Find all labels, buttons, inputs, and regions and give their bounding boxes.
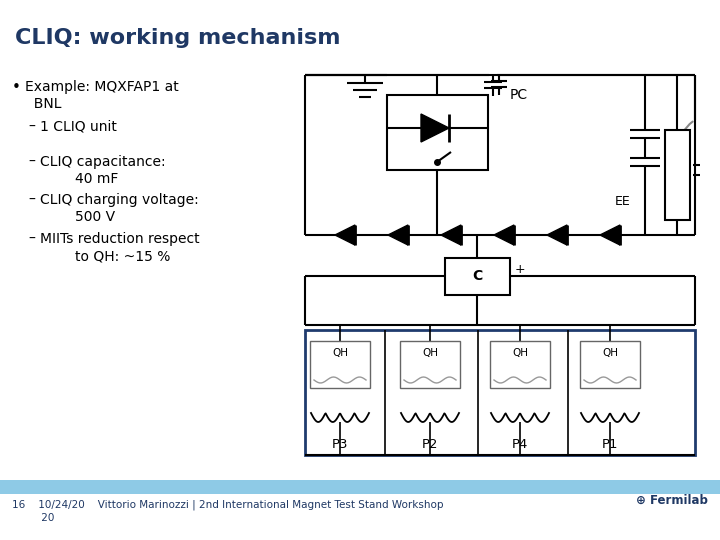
Text: EE: EE (615, 195, 631, 208)
Text: –: – (28, 155, 35, 169)
Text: –: – (28, 193, 35, 207)
Bar (305, 330, 695, 455)
Text: –: – (28, 232, 35, 246)
Bar (580, 341, 640, 388)
Polygon shape (441, 225, 461, 245)
Text: QH: QH (602, 348, 618, 358)
Text: P3: P3 (332, 438, 348, 451)
Bar (665, 130, 690, 220)
Bar (490, 341, 550, 388)
Text: CLIQ: working mechanism: CLIQ: working mechanism (15, 28, 341, 48)
Polygon shape (335, 225, 355, 245)
Polygon shape (494, 225, 514, 245)
Polygon shape (388, 225, 408, 245)
Text: 16    10/24/20    Vittorio Marinozzi | 2nd International Magnet Test Stand Works: 16 10/24/20 Vittorio Marinozzi | 2nd Int… (12, 500, 444, 523)
Bar (0, 480, 720, 494)
Bar (387, 95, 488, 170)
Text: QH: QH (422, 348, 438, 358)
Text: Example: MQXFAP1 at
  BNL: Example: MQXFAP1 at BNL (25, 80, 179, 111)
Text: –: – (28, 120, 35, 134)
Text: C: C (472, 269, 482, 284)
Text: ⊕ Fermilab: ⊕ Fermilab (636, 494, 708, 507)
Bar (400, 341, 460, 388)
Text: +: + (515, 263, 526, 276)
Polygon shape (421, 114, 449, 142)
Text: •: • (12, 80, 21, 95)
Bar (310, 341, 370, 388)
Text: CLIQ capacitance:
        40 mF: CLIQ capacitance: 40 mF (40, 155, 166, 186)
Polygon shape (600, 225, 620, 245)
Bar (445, 258, 510, 295)
Text: P4: P4 (512, 438, 528, 451)
Text: 1 CLIQ unit: 1 CLIQ unit (40, 120, 117, 134)
Text: MIITs reduction respect
        to QH: ~15 %: MIITs reduction respect to QH: ~15 % (40, 232, 199, 264)
Text: QH: QH (332, 348, 348, 358)
Text: P2: P2 (422, 438, 438, 451)
Polygon shape (547, 225, 567, 245)
Text: CLIQ charging voltage:
        500 V: CLIQ charging voltage: 500 V (40, 193, 199, 224)
Text: P1: P1 (602, 438, 618, 451)
Text: QH: QH (512, 348, 528, 358)
Text: PC: PC (510, 88, 528, 102)
